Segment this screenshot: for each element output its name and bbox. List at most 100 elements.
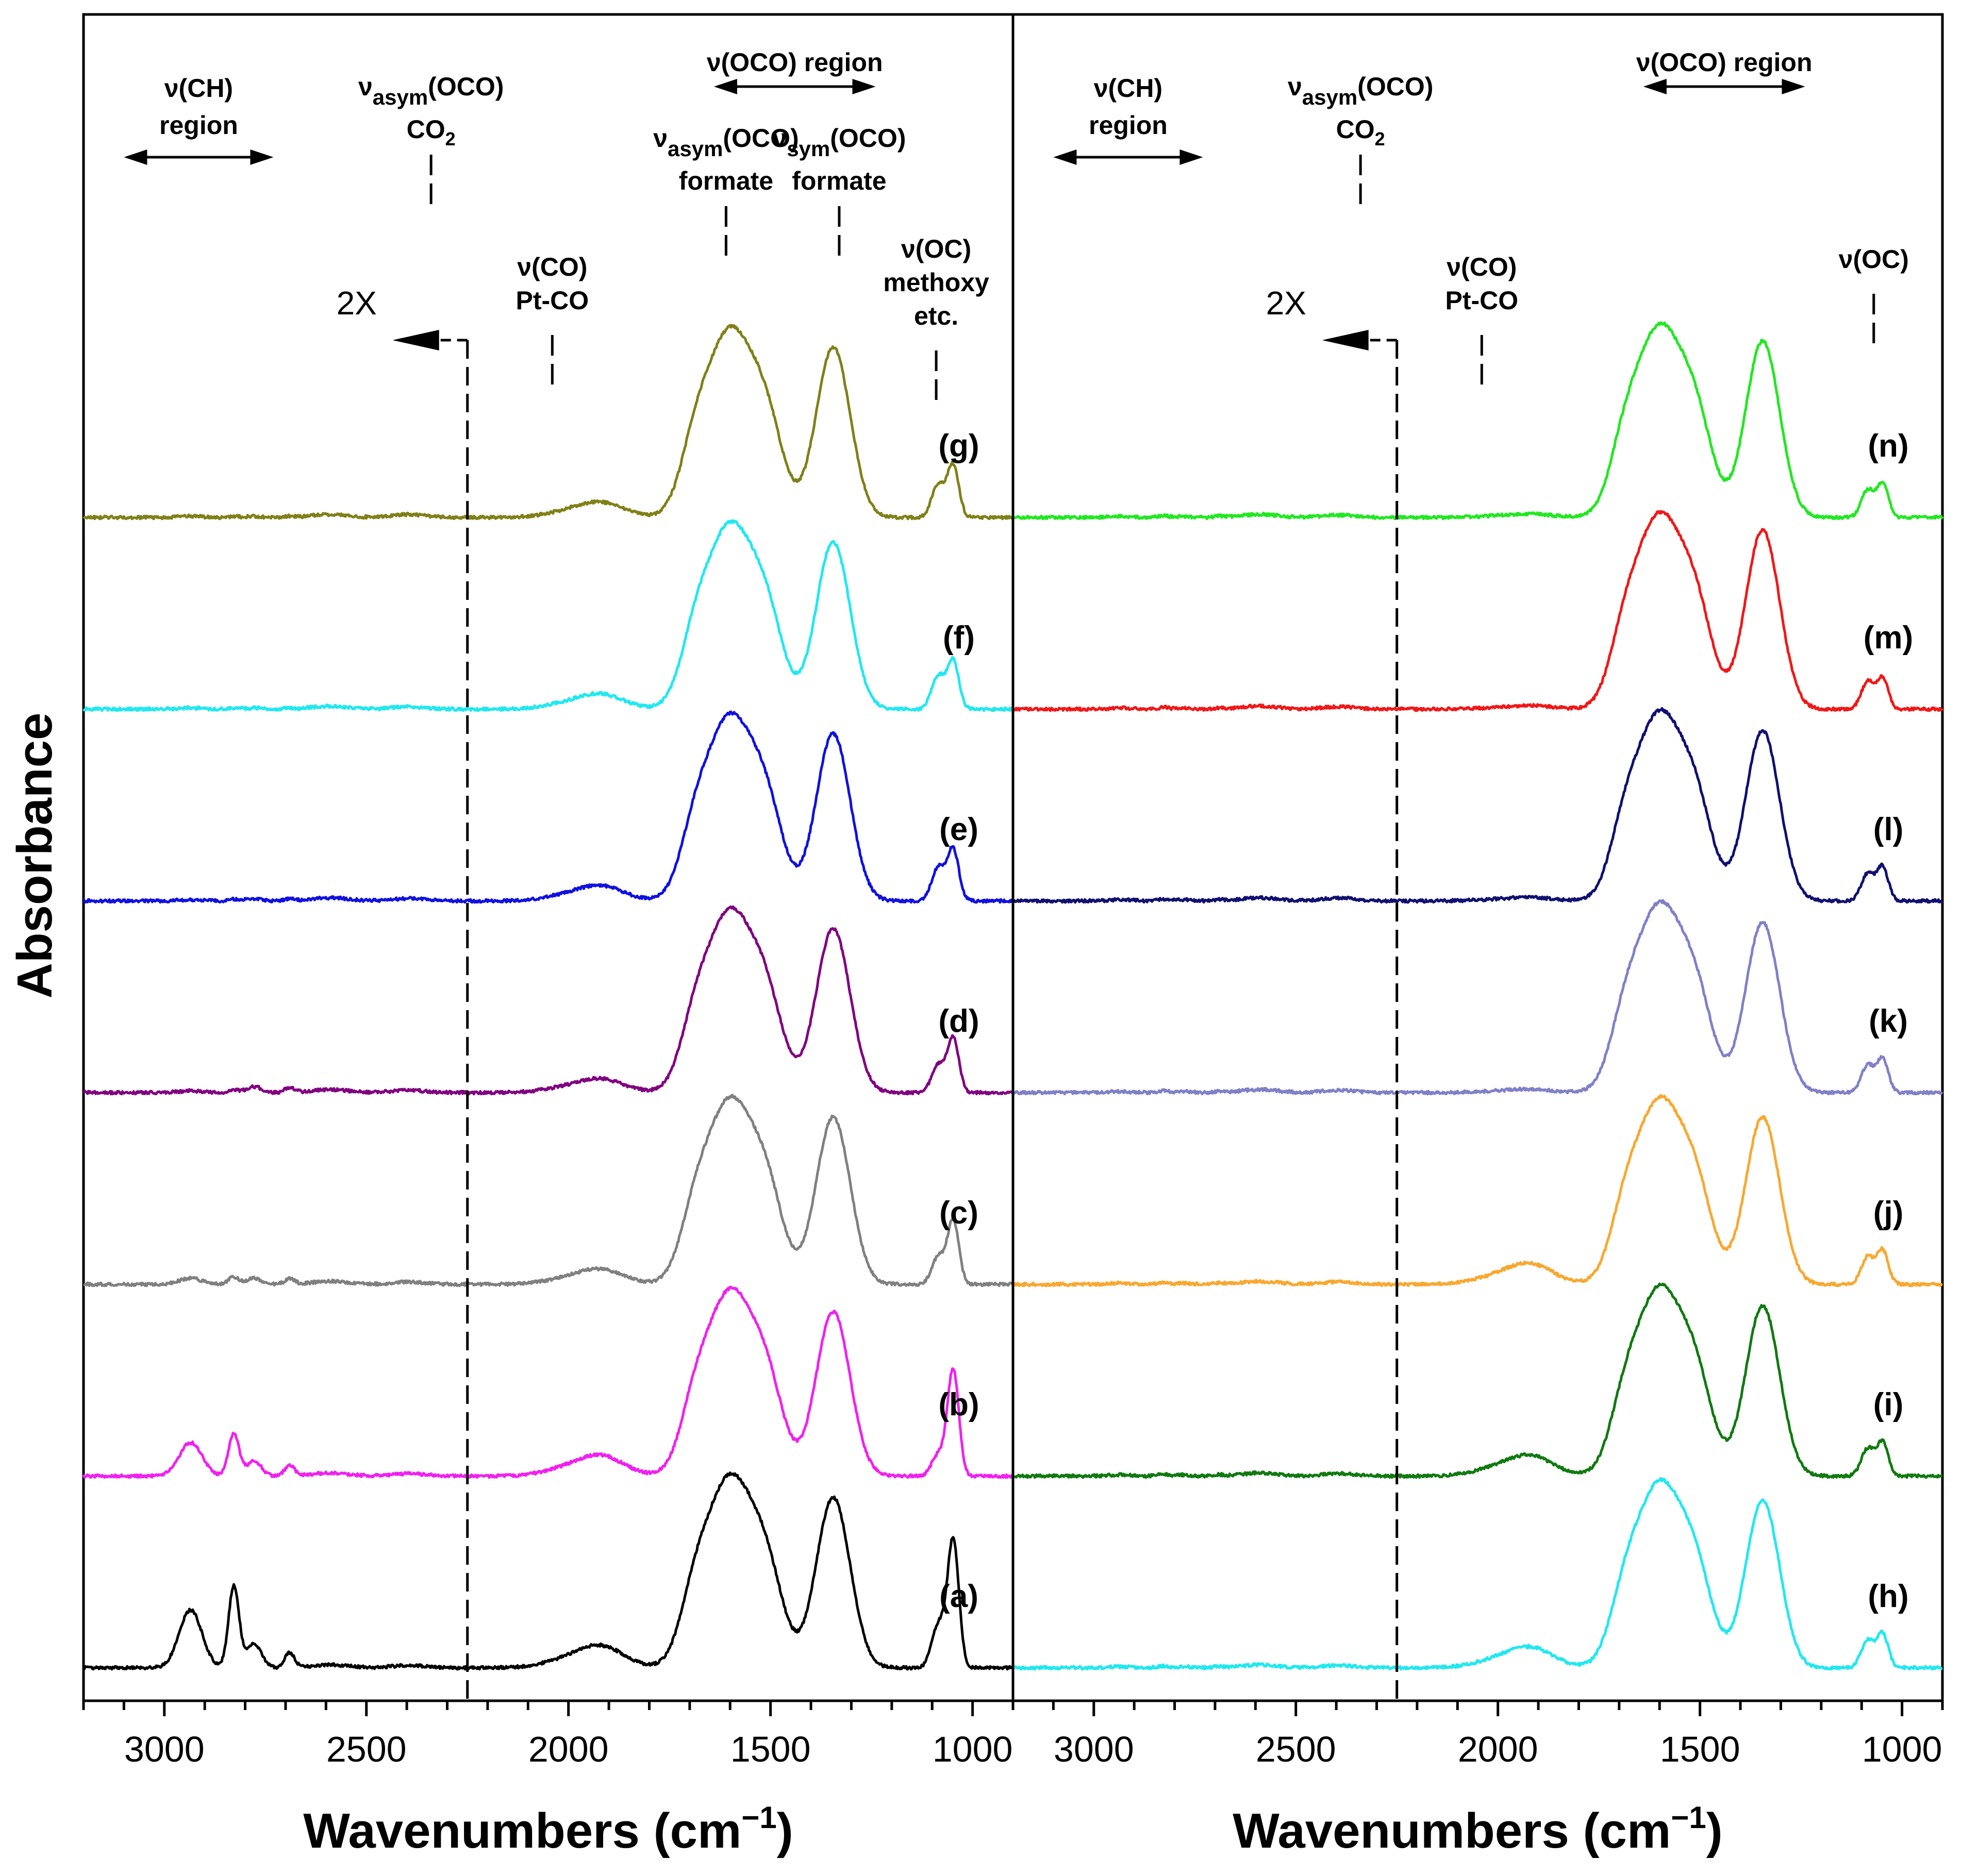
spectrum-line-e	[82, 710, 1015, 904]
scale-break-arrowhead	[1322, 330, 1369, 350]
band-annotation-text: Pt-CO	[1445, 286, 1519, 315]
region-arrowhead-right	[852, 79, 876, 94]
x-tick-label: 1000	[933, 1729, 1013, 1769]
band-annotation-symbol: ν	[1288, 72, 1302, 101]
band-annotation-subscript: sym	[787, 137, 830, 161]
x-axis-title-superscript: −1	[741, 1800, 776, 1835]
band-annotation-rest: (OCO)	[428, 72, 504, 101]
spectrum-label: (f)	[943, 620, 975, 656]
band-annotation-line2: CO2	[407, 115, 456, 149]
spectrum-line-a	[82, 1471, 1015, 1671]
spectrum-label: (k)	[1869, 1003, 1908, 1039]
band-annotation-text: ν(OC)	[901, 234, 971, 263]
panel-left: 3000 2500 2000 1500 1000 Wavenumbers (cm−1) (a…	[82, 13, 1015, 1858]
band-annotation-line1: νasym(OCO)	[1288, 72, 1433, 109]
band-annotation-line2-subscript: 2	[445, 128, 456, 149]
band-annotation-text: ν(OC)	[1839, 245, 1909, 274]
x-tick-label: 3000	[124, 1729, 205, 1769]
spectrum-label: (h)	[1868, 1579, 1908, 1614]
band-annotation-subscript: asym	[373, 85, 428, 109]
x-axis-title-text: Wavenumbers (cm	[303, 1803, 741, 1858]
spectrum-label: (c)	[939, 1195, 978, 1231]
spectrum-label: (e)	[939, 812, 978, 847]
band-annotation-line2-text: formate	[679, 166, 773, 195]
spectrum-line-f	[82, 519, 1013, 712]
band-annotation-text: ν(CO)	[1447, 253, 1517, 281]
spectrum-line-l	[1012, 707, 1943, 904]
region-annotation-text: ν(OCO) region	[707, 48, 883, 77]
band-annotation-symbol: ν	[772, 124, 787, 153]
scale-break-arrowhead	[392, 330, 439, 350]
x-tick-label: 1500	[730, 1729, 811, 1769]
band-annotation-line2-text: formate	[792, 166, 886, 195]
spectrum-label: (b)	[938, 1387, 979, 1422]
region-arrowhead-left	[1053, 149, 1077, 165]
spectrum-label: (j)	[1873, 1195, 1904, 1231]
band-annotation-subscript: asym	[1302, 85, 1357, 109]
scale-break-label: 2X	[337, 284, 377, 322]
spectrum-line-b	[82, 1285, 1014, 1479]
band-annotation-line2: formate	[679, 166, 773, 195]
x-tick-label: 3000	[1054, 1729, 1134, 1769]
spectrum-label: (a)	[939, 1579, 978, 1614]
region-arrowhead-right	[1782, 79, 1805, 94]
band-annotation-line2-subscript: 2	[1375, 128, 1385, 149]
x-axis-title-close: )	[777, 1803, 793, 1858]
scale-break-label: 2X	[1266, 284, 1306, 322]
panel-right: 3000 2500 2000 1500 1000 Wavenumbers (cm−1) (h…	[1011, 13, 1944, 1858]
band-annotation-symbol: ν	[358, 72, 373, 101]
band-annotation-text: Pt-CO	[516, 286, 589, 315]
spectrum-line-i	[1012, 1282, 1943, 1479]
spectrum-label: (d)	[938, 1003, 979, 1039]
spectrum-line-n	[1011, 321, 1944, 521]
region-annotation-text: ν(OCO) region	[1636, 48, 1813, 77]
region-annotation-text: ν(CH)	[164, 74, 233, 103]
region-arrowhead-left	[124, 149, 147, 165]
region-arrowhead-right	[250, 149, 274, 165]
band-annotation-line2: CO2	[1336, 115, 1385, 149]
band-annotation-rest: (OCO)	[1357, 72, 1433, 101]
band-annotation-line1: νasym(OCO)	[358, 72, 504, 109]
spectrum-line-g	[82, 324, 1013, 521]
region-annotation-text: region	[159, 111, 238, 140]
spectrum-label: (m)	[1864, 620, 1913, 656]
spectrum-line-j	[1011, 1094, 1943, 1287]
x-tick-label: 2500	[326, 1729, 407, 1769]
x-tick-label: 2000	[528, 1729, 609, 1769]
band-annotation-line2-text: CO	[407, 115, 445, 144]
band-annotation-line1: νsym(OCO)	[772, 124, 906, 161]
region-arrowhead-left	[1643, 79, 1667, 94]
x-tick-label: 1000	[1862, 1729, 1942, 1769]
band-annotation-line2-text: CO	[1336, 115, 1375, 144]
region-annotation-text: ν(CH)	[1094, 74, 1162, 103]
x-tick-label: 1500	[1660, 1729, 1740, 1769]
band-annotation-rest: (OCO)	[830, 124, 906, 153]
x-tick-label: 2500	[1256, 1729, 1336, 1769]
spectrum-label: (l)	[1873, 812, 1904, 847]
spectrum-label: (i)	[1873, 1387, 1904, 1422]
region-annotation-text: region	[1089, 111, 1168, 140]
spectrum-label: (g)	[938, 428, 979, 464]
x-tick-label: 2000	[1458, 1729, 1538, 1769]
spectrum-line-m	[1012, 510, 1944, 712]
band-annotation-line1: νasym(OCO)	[653, 124, 799, 161]
band-annotation-text: ν(CO)	[517, 253, 587, 281]
band-annotation-symbol: ν	[653, 124, 668, 153]
x-axis-title: Wavenumbers (cm−1)	[1233, 1800, 1722, 1858]
region-arrowhead-right	[1179, 149, 1203, 165]
spectrum-line-k	[1012, 899, 1943, 1096]
spectrum-line-d	[83, 905, 1014, 1096]
x-axis-title-text: Wavenumbers (cm	[1233, 1803, 1671, 1858]
spectrum-line-c	[83, 1094, 1014, 1287]
y-axis-label: Absorbance	[7, 713, 62, 999]
x-axis-title-close: )	[1706, 1803, 1723, 1858]
band-annotation-line2: formate	[792, 166, 886, 195]
band-annotation-text: methoxy	[883, 268, 989, 297]
spectrum-label: (n)	[1868, 428, 1908, 464]
x-axis-title: Wavenumbers (cm−1)	[303, 1800, 793, 1858]
region-arrowhead-left	[713, 79, 737, 94]
band-annotation-subscript: asym	[668, 137, 723, 161]
spectrum-line-h	[1011, 1477, 1943, 1671]
